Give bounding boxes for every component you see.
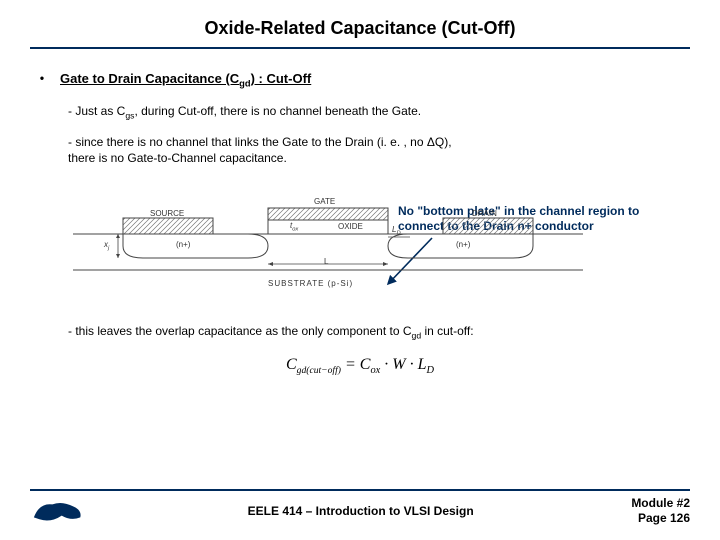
body-line-1: - Just as Cgs, during Cut-off, there is … xyxy=(68,103,682,122)
eq-rhs-sub: ox xyxy=(370,365,380,376)
equation: Cgd(cut−off) = Cox · W · LD xyxy=(38,356,682,376)
line3-pre: - this leaves the overlap capacitance as… xyxy=(68,324,412,338)
label-substrate: SUBSTRATE (p-Si) xyxy=(268,279,353,288)
label-L: L xyxy=(324,257,328,266)
eq-lhs-pre: C xyxy=(286,356,297,373)
line3-post: in cut-off: xyxy=(421,324,473,338)
bobcat-logo-icon xyxy=(30,497,86,523)
title-rule xyxy=(30,47,690,49)
body-line-2: - since there is no channel that links t… xyxy=(68,134,682,166)
heading-suf: ) : xyxy=(251,71,267,86)
bullet-dot: • xyxy=(38,71,46,89)
eq-rhs-sub2: D xyxy=(426,365,434,376)
footer-rule xyxy=(30,489,690,491)
line3-sub: gd xyxy=(412,330,422,340)
section-heading: Gate to Drain Capacitance (Cgd) : Cut-Of… xyxy=(60,71,311,89)
label-gate: GATE xyxy=(314,197,335,206)
logo xyxy=(30,497,90,526)
slide-title: Oxide-Related Capacitance (Cut-Off) xyxy=(30,18,690,39)
eq-rhs-mid: · W · L xyxy=(380,356,426,373)
eq-eq: = xyxy=(341,356,360,373)
eq-rhs-pre: C xyxy=(360,356,371,373)
label-source: SOURCE xyxy=(150,209,184,218)
label-Ld: LD xyxy=(392,225,401,237)
heading-sub: gd xyxy=(239,79,250,89)
eq-lhs-sub: gd(cut−off) xyxy=(297,365,341,376)
slide: Oxide-Related Capacitance (Cut-Off) • Ga… xyxy=(0,0,720,540)
label-drain: DRAIN xyxy=(472,209,497,218)
label-np2: (n+) xyxy=(456,240,470,249)
mosfet-diagram: GATE SOURCE DRAIN OXIDE tox (n+) (n+) SU… xyxy=(68,200,682,303)
heading-row: • Gate to Drain Capacitance (Cgd) : Cut-… xyxy=(38,71,682,89)
footer-course: EELE 414 – Introduction to VLSI Design xyxy=(90,504,631,518)
line1-post: , during Cut-off, there is no channel be… xyxy=(134,104,421,118)
label-tox: tox xyxy=(290,221,298,233)
footer-row: EELE 414 – Introduction to VLSI Design M… xyxy=(30,496,690,526)
label-oxide: OXIDE xyxy=(338,222,363,231)
line1-pre: - Just as C xyxy=(68,104,125,118)
heading-pre: Gate to Drain Capacitance (C xyxy=(60,71,239,86)
label-np1: (n+) xyxy=(176,240,190,249)
content-area: • Gate to Drain Capacitance (Cgd) : Cut-… xyxy=(30,71,690,376)
body-line-3: - this leaves the overlap capacitance as… xyxy=(68,323,682,342)
footer-page: Page 126 xyxy=(631,511,690,526)
heading-mode: Cut-Off xyxy=(266,71,311,86)
label-xj: xj xyxy=(104,240,109,252)
footer-module: Module #2 xyxy=(631,496,690,511)
footer-pageinfo: Module #2 Page 126 xyxy=(631,496,690,526)
footer: EELE 414 – Introduction to VLSI Design M… xyxy=(30,489,690,526)
